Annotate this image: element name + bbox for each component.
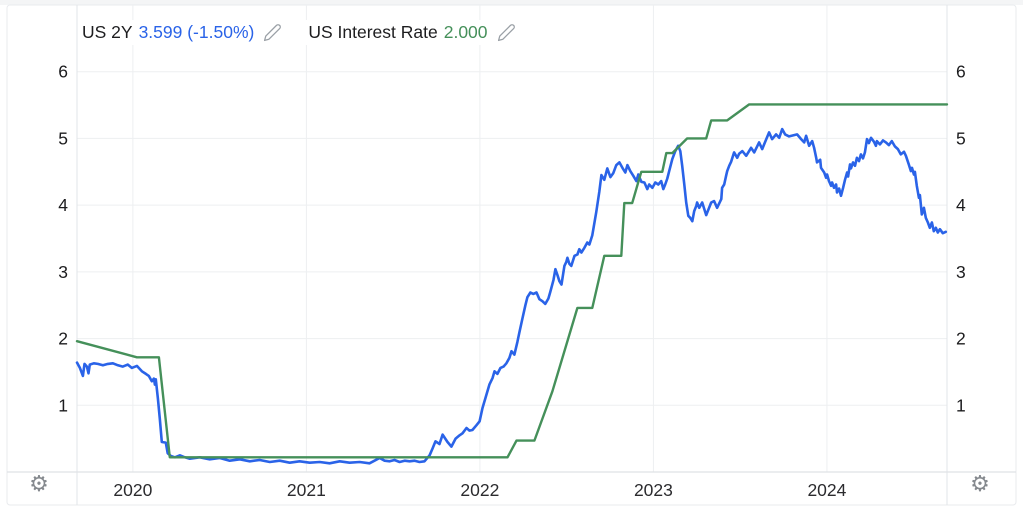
chart-frame	[6, 4, 1017, 506]
series-value-interest-rate: 2.000	[443, 22, 488, 42]
edit-pencil-icon[interactable]	[263, 23, 282, 42]
y-axis-tick-right: 2	[956, 329, 966, 349]
settings-gear-icon-right[interactable]: ⚙	[970, 472, 990, 497]
x-axis-year-label: 2022	[460, 480, 499, 500]
page-top-strip	[0, 0, 1023, 5]
series-value-us2y: 3.599 (-1.50%)	[138, 22, 255, 42]
y-axis-tick-left: 1	[58, 395, 68, 415]
us-interest-rate-line[interactable]	[75, 103, 949, 459]
x-axis-year-label: 2021	[287, 480, 326, 500]
edit-pencil-icon[interactable]	[497, 23, 516, 42]
x-axis-year-label: 2020	[113, 480, 152, 500]
us-2y-line[interactable]	[75, 127, 948, 465]
x-axis-year-label: 2024	[807, 480, 846, 500]
settings-gear-icon-left[interactable]: ⚙	[29, 472, 49, 497]
y-axis-tick-left: 5	[58, 128, 68, 148]
y-axis-tick-left: 2	[58, 329, 68, 349]
y-axis-tick-left: 4	[58, 195, 68, 215]
legend-item-us2y: US 2Y 3.599 (-1.50%)	[82, 22, 282, 43]
x-axis-year-label: 2023	[634, 480, 673, 500]
y-axis-tick-right: 3	[956, 262, 966, 282]
y-axis-tick-right: 5	[956, 128, 966, 148]
y-axis-tick-right: 1	[956, 395, 966, 415]
chart-legend: US 2Y 3.599 (-1.50%) US Interest Rate 2.…	[80, 20, 552, 45]
series-name-us2y: US 2Y	[82, 22, 133, 42]
y-axis-tick-left: 3	[58, 262, 68, 282]
series-name-interest-rate: US Interest Rate	[308, 22, 438, 42]
y-axis-tick-left: 6	[58, 62, 68, 82]
y-axis-tick-right: 4	[956, 195, 966, 215]
legend-item-interest-rate: US Interest Rate 2.000	[308, 22, 515, 43]
y-axis-tick-right: 6	[956, 62, 966, 82]
